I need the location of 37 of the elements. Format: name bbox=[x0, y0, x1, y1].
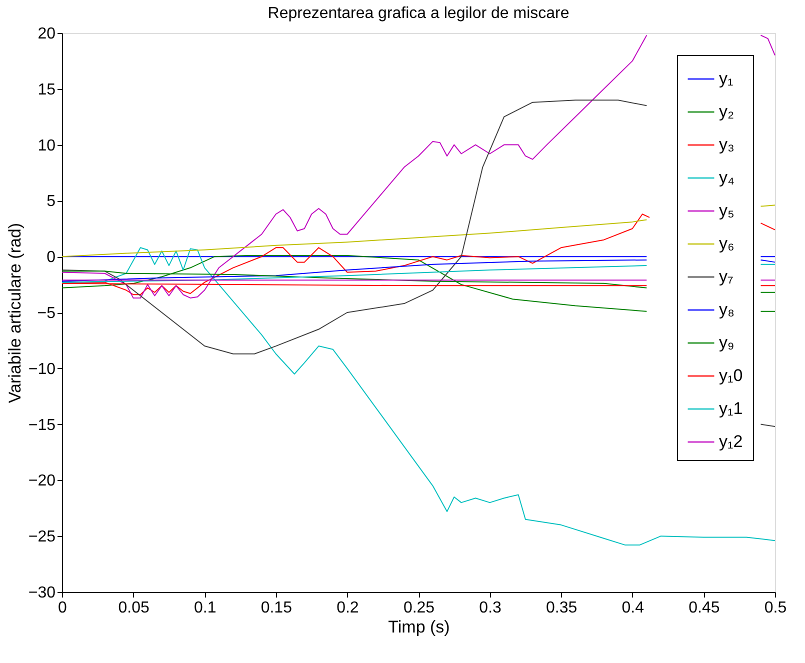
legend-label: y₃ bbox=[719, 135, 734, 154]
x-tick-label: 0.3 bbox=[479, 600, 502, 616]
legend-label: y₄ bbox=[719, 168, 734, 187]
x-axis-title: Timp (s) bbox=[388, 618, 450, 636]
y-tick-label: −15 bbox=[28, 416, 56, 434]
y-tick-label: 15 bbox=[38, 81, 56, 98]
legend-label: y₁1 bbox=[719, 399, 743, 418]
y-tick-label: −10 bbox=[28, 360, 56, 378]
y-tick-label: −30 bbox=[28, 584, 56, 602]
x-tick-label: 0.25 bbox=[403, 600, 435, 616]
y-tick-label: −5 bbox=[37, 305, 56, 322]
legend-label: y₉ bbox=[719, 333, 734, 352]
legend-label: y₈ bbox=[719, 300, 735, 319]
legend-label: y₁2 bbox=[719, 432, 743, 451]
legend-label: y₅ bbox=[719, 201, 734, 220]
x-tick-label: 0.45 bbox=[688, 600, 720, 616]
x-tick-label: 0.4 bbox=[622, 600, 644, 616]
x-tick-label: 0 bbox=[58, 600, 68, 616]
legend-label: y₁0 bbox=[719, 366, 743, 385]
x-tick-label: 0.05 bbox=[118, 600, 150, 616]
legend-label: y₂ bbox=[719, 102, 734, 121]
y-tick-label: 5 bbox=[46, 193, 56, 210]
y-tick-label: −25 bbox=[28, 528, 56, 546]
chart-title: Reprezentarea grafica a legilor de miscare bbox=[268, 5, 570, 22]
y-tick-label: 20 bbox=[38, 26, 56, 42]
x-tick-label: 0.35 bbox=[546, 600, 578, 616]
legend-label: y₆ bbox=[719, 234, 734, 253]
y-tick-label: −20 bbox=[28, 472, 56, 490]
y-axis-title: Variabile articulare (rad) bbox=[5, 222, 24, 404]
y-tick-label: 10 bbox=[38, 137, 56, 154]
x-tick-label: 0.5 bbox=[764, 600, 787, 616]
x-tick-label: 0.15 bbox=[260, 600, 292, 616]
x-tick-label: 0.2 bbox=[336, 600, 359, 616]
y-tick-label: 0 bbox=[46, 249, 56, 266]
x-tick-label: 0.1 bbox=[194, 600, 216, 616]
legend-label: y₇ bbox=[719, 267, 734, 286]
legend-label: y₁ bbox=[719, 69, 734, 88]
